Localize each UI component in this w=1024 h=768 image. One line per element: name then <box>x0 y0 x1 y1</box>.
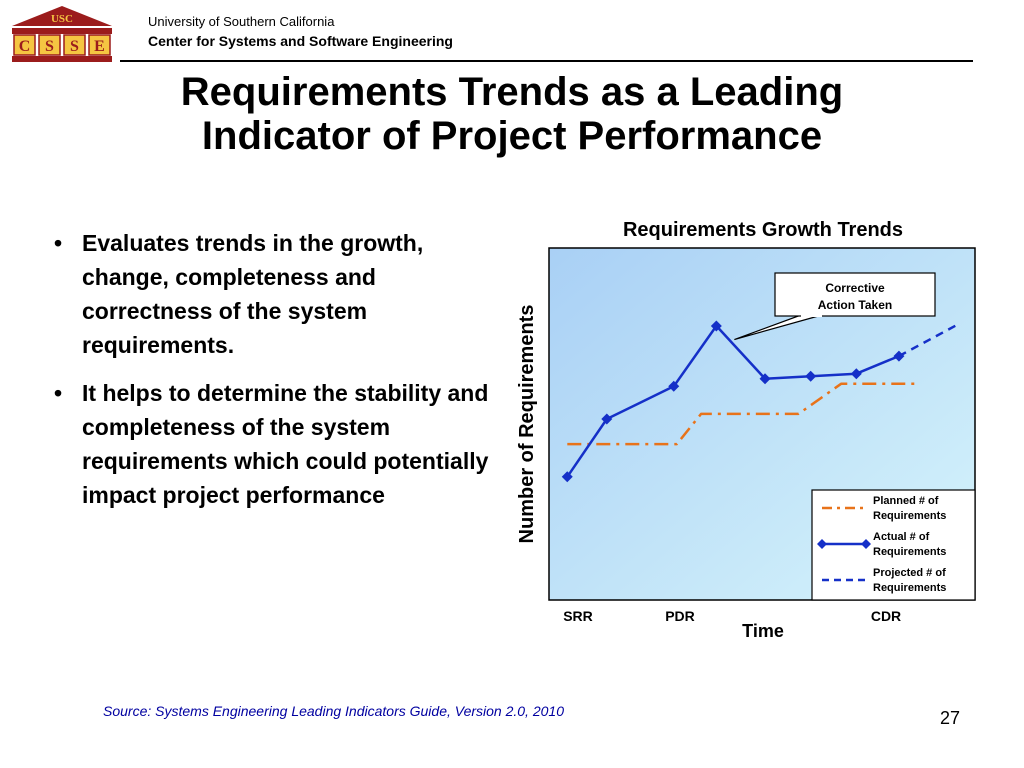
data-point <box>850 368 862 380</box>
data-point <box>668 380 680 392</box>
data-point <box>759 373 771 385</box>
x-tick-label: CDR <box>871 608 901 624</box>
bullet-item: • Evaluates trends in the growth, change… <box>52 226 492 362</box>
bullet-symbol: • <box>54 230 63 256</box>
bullet-text: It helps to determine the stability and … <box>82 380 489 508</box>
logo-letter-box <box>88 34 111 56</box>
y-axis-label: Number of Requirements <box>516 305 538 544</box>
logo-usc-text: USC <box>51 13 73 25</box>
bullet-item: • It helps to determine the stability an… <box>52 376 492 512</box>
callout-text-line-1: Corrective <box>825 281 885 295</box>
org-university: University of Southern California <box>148 14 335 29</box>
x-tick-label: SRR <box>563 608 593 624</box>
legend-label: Planned # of <box>873 495 939 507</box>
header-rule <box>120 60 973 62</box>
series-layer <box>561 320 961 483</box>
legend-marker <box>817 539 827 549</box>
legend-label: Requirements <box>873 582 946 594</box>
data-point <box>710 320 722 332</box>
data-point <box>601 413 613 425</box>
legend: Planned # of Requirements Actual # of Requi… <box>811 489 976 601</box>
bullet-list: • Evaluates trends in the growth, change… <box>52 226 492 526</box>
logo-letter-box <box>38 34 61 56</box>
logo-letter-box <box>63 34 86 56</box>
source-citation: Source: Systems Engineering Leading Indi… <box>103 703 564 719</box>
callout-text-line-2: Action Taken <box>818 298 892 312</box>
legend-label: Projected # of <box>873 567 946 579</box>
legend-marker <box>861 539 871 549</box>
org-center: Center for Systems and Software Engineer… <box>148 33 453 49</box>
slide-title-line-1: Requirements Trends as a Leading <box>180 70 844 114</box>
requirements-growth-chart: Requirements Growth Trends Number of Req… <box>516 219 976 641</box>
slide-title-line-2: Indicator of Project Performance <box>201 114 823 158</box>
legend-label: Requirements <box>873 546 946 558</box>
data-point <box>561 471 573 483</box>
logo-letter: S <box>45 38 54 55</box>
slide-title: Requirements Trends as a Leading Indicat… <box>0 70 1024 158</box>
series-line-2 <box>898 322 961 358</box>
series-line-1 <box>566 324 900 478</box>
bullet-text: Evaluates trends in the growth, change, … <box>82 230 424 358</box>
logo-letter: S <box>70 38 79 55</box>
data-point <box>805 370 817 382</box>
bullet-symbol: • <box>54 380 63 406</box>
chart-title: Requirements Growth Trends <box>623 219 903 241</box>
x-axis-label: Time <box>742 621 784 641</box>
callout-box <box>774 272 936 317</box>
legend-label: Actual # of <box>873 531 930 543</box>
logo-letter: E <box>94 38 105 55</box>
legend-label: Requirements <box>873 510 946 522</box>
corrective-action-callout: Corrective Action Taken <box>734 272 936 341</box>
page-number: 27 <box>940 708 961 728</box>
logo-letter: C <box>19 38 31 55</box>
series-line-0 <box>567 382 921 446</box>
logo-letter-box <box>13 34 36 56</box>
x-tick-label: PDR <box>665 608 695 624</box>
